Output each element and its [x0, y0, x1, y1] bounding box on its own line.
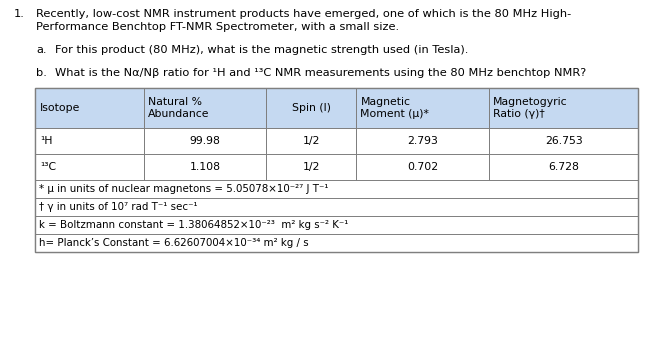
Bar — [35, 128, 144, 154]
Text: Recently, low-cost NMR instrument products have emerged, one of which is the 80 : Recently, low-cost NMR instrument produc… — [36, 9, 571, 19]
Text: For this product (80 MHz), what is the magnetic strength used (in Tesla).: For this product (80 MHz), what is the m… — [55, 45, 468, 55]
Bar — [266, 154, 356, 180]
Text: What is the Nα/Nβ ratio for ¹H and ¹³C NMR measurements using the 80 MHz benchto: What is the Nα/Nβ ratio for ¹H and ¹³C N… — [55, 68, 586, 78]
Text: a.: a. — [36, 45, 46, 55]
Bar — [489, 154, 638, 180]
Text: Magnetic
Moment (μ)*: Magnetic Moment (μ)* — [360, 97, 429, 119]
Text: 1.: 1. — [14, 9, 25, 19]
Bar — [35, 154, 144, 180]
Text: k = Boltzmann constant = 1.38064852×10⁻²³  m² kg s⁻² K⁻¹: k = Boltzmann constant = 1.38064852×10⁻²… — [39, 220, 349, 230]
Text: 1/2: 1/2 — [303, 162, 320, 172]
Bar — [266, 128, 356, 154]
Bar — [35, 234, 638, 252]
Text: 99.98: 99.98 — [190, 136, 220, 146]
Bar — [35, 88, 638, 252]
Text: 0.702: 0.702 — [407, 162, 438, 172]
Text: ¹H: ¹H — [40, 136, 52, 146]
Text: * μ in units of nuclear magnetons = 5.05078×10⁻²⁷ J T⁻¹: * μ in units of nuclear magnetons = 5.05… — [39, 184, 328, 194]
Text: Magnetogyric
Ratio (γ)†: Magnetogyric Ratio (γ)† — [493, 97, 568, 119]
Bar — [144, 128, 266, 154]
Text: 1.108: 1.108 — [190, 162, 220, 172]
Text: Natural %
Abundance: Natural % Abundance — [148, 97, 209, 119]
Text: b.: b. — [36, 68, 47, 78]
Text: ¹³C: ¹³C — [40, 162, 56, 172]
Bar — [144, 88, 266, 128]
Bar — [489, 88, 638, 128]
Text: † γ in units of 10⁷ rad T⁻¹ sec⁻¹: † γ in units of 10⁷ rad T⁻¹ sec⁻¹ — [39, 202, 198, 212]
Bar — [35, 180, 638, 198]
Bar — [356, 154, 489, 180]
Bar — [35, 198, 638, 216]
Text: h= Planck’s Constant = 6.62607004×10⁻³⁴ m² kg / s: h= Planck’s Constant = 6.62607004×10⁻³⁴ … — [39, 238, 309, 248]
Text: Spin (I): Spin (I) — [292, 103, 331, 113]
Bar — [144, 154, 266, 180]
Text: 26.753: 26.753 — [545, 136, 583, 146]
Bar — [356, 128, 489, 154]
Bar — [35, 88, 638, 252]
Bar — [266, 88, 356, 128]
Bar — [356, 88, 489, 128]
Bar — [35, 88, 144, 128]
Text: Isotope: Isotope — [40, 103, 80, 113]
Text: Performance Benchtop FT-NMR Spectrometer, with a small size.: Performance Benchtop FT-NMR Spectrometer… — [36, 23, 399, 33]
Text: 6.728: 6.728 — [548, 162, 579, 172]
Text: 2.793: 2.793 — [407, 136, 438, 146]
Bar — [489, 128, 638, 154]
Text: 1/2: 1/2 — [303, 136, 320, 146]
Bar — [35, 216, 638, 234]
